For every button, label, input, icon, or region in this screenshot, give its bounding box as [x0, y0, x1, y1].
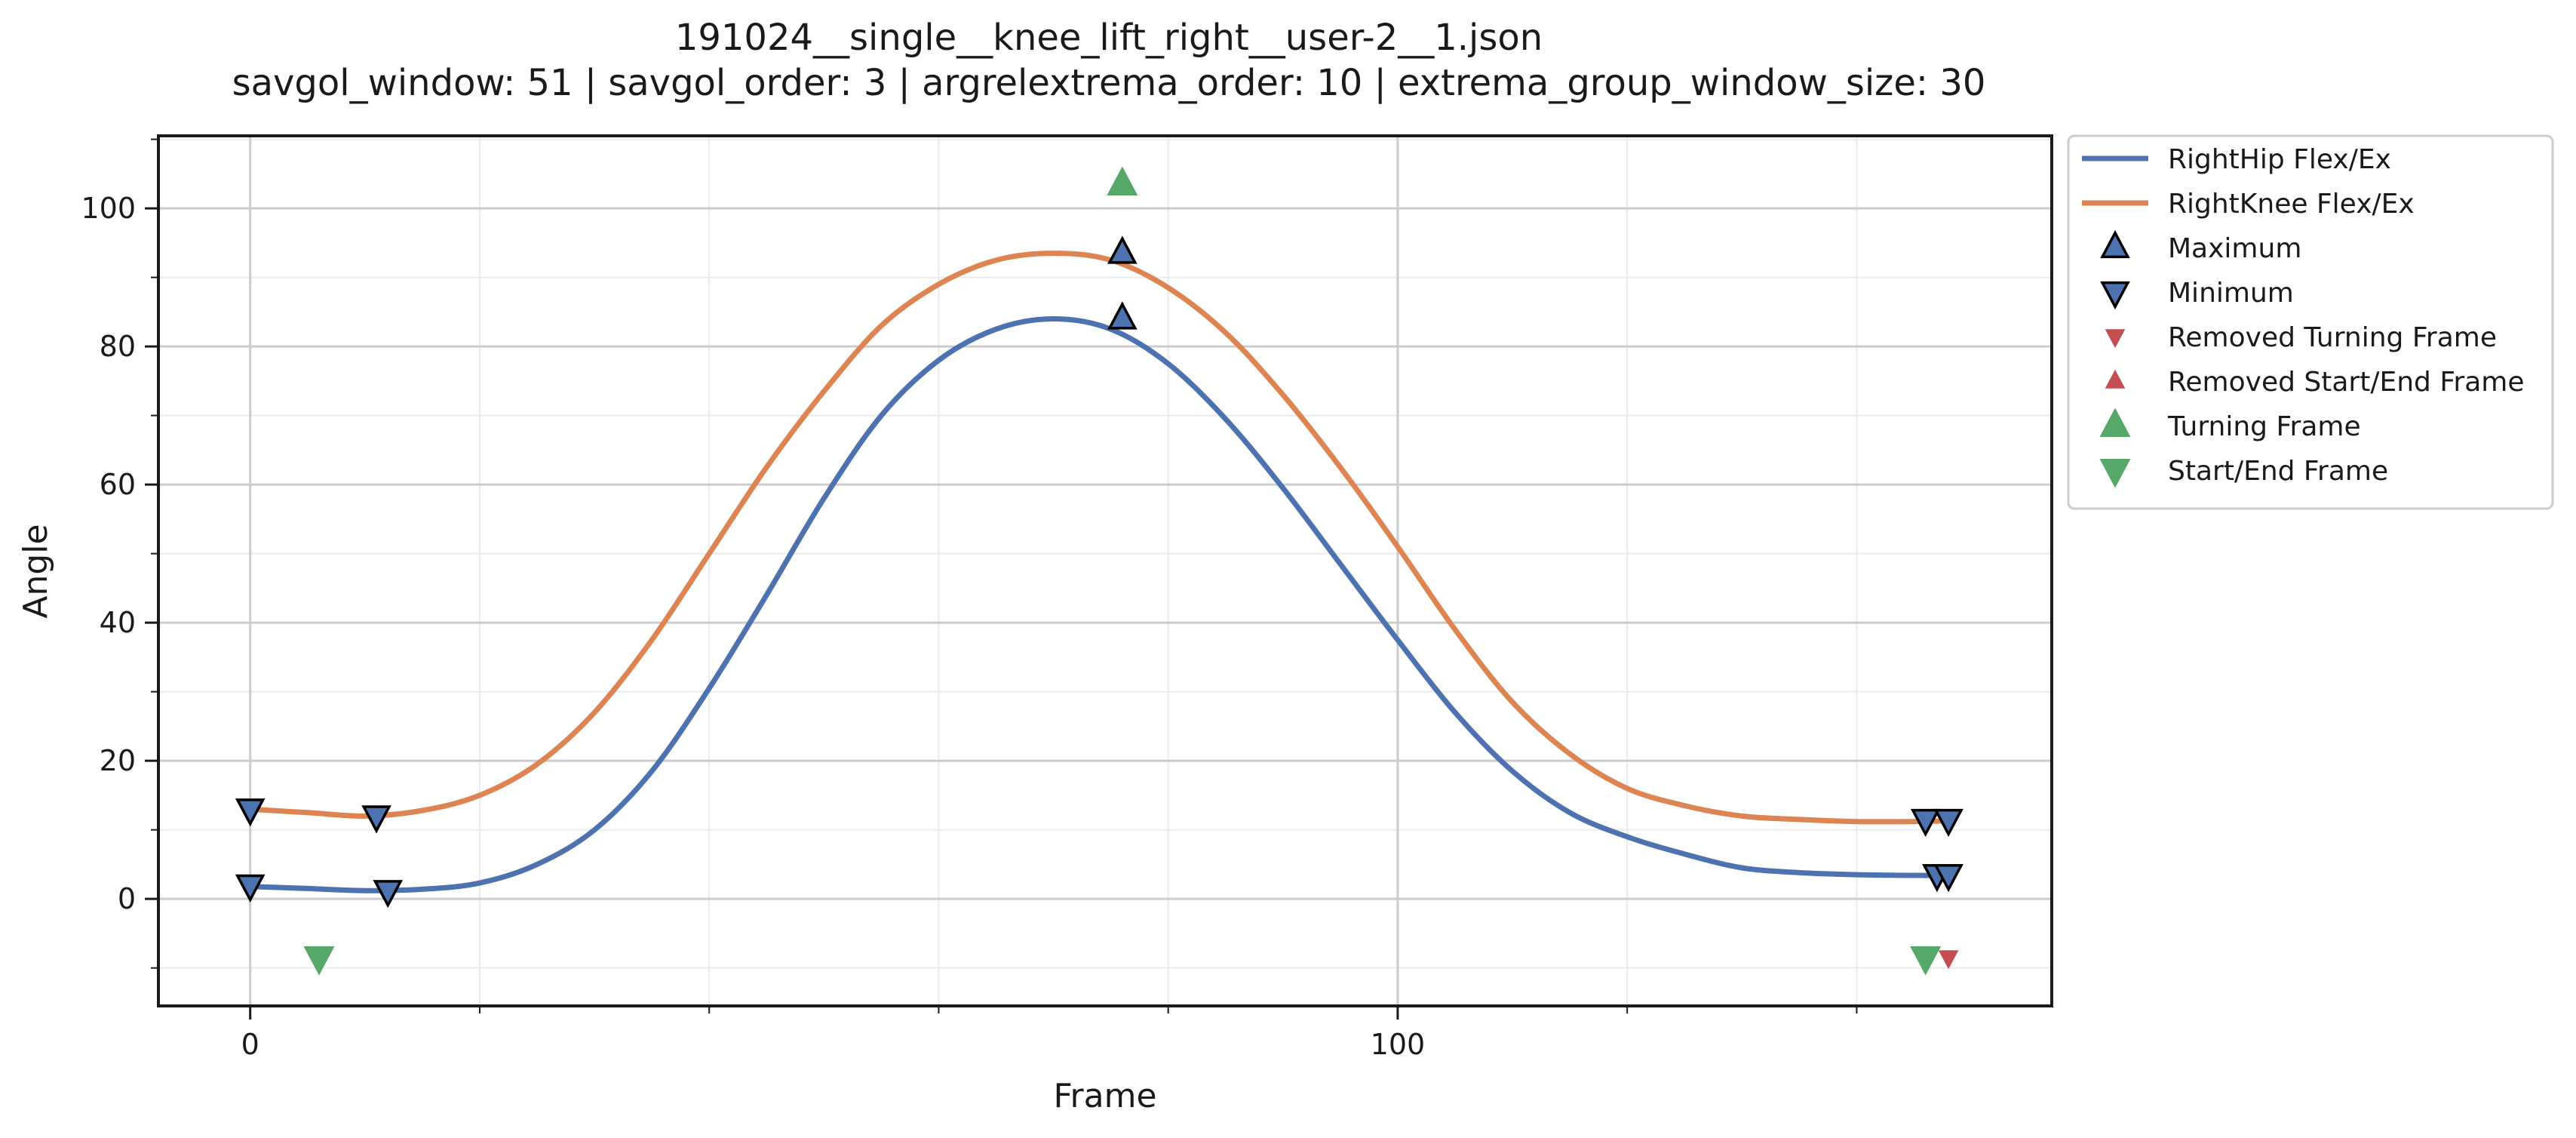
legend-label-start-end-frame: Start/End Frame	[2168, 456, 2388, 487]
y-tick-label: 100	[81, 192, 136, 225]
marker-minimum	[1910, 808, 1941, 838]
legend-label-maximum: Maximum	[2168, 233, 2301, 264]
marker-removed-turning-frame	[1938, 950, 1959, 970]
legend-label-removed-start-end-frame: Removed Start/End Frame	[2168, 367, 2524, 398]
marker-minimum	[1933, 864, 1963, 893]
y-tick-label: 0	[118, 882, 136, 915]
legend: RightHip Flex/Ex RightKnee Flex/Ex Maximum…	[2067, 134, 2554, 510]
x-tick-label: 0	[241, 1028, 259, 1061]
marker-maximum	[1107, 301, 1138, 330]
marker-minimum	[1933, 808, 1963, 838]
y-tick-label: 60	[100, 468, 136, 501]
marker-start-end-frame	[303, 946, 335, 976]
legend-swatch-turning-frame	[2099, 408, 2131, 437]
y-axis-label: Angle	[17, 524, 55, 618]
x-axis-label: Frame	[1053, 1077, 1156, 1115]
y-tick-label: 40	[100, 606, 136, 639]
x-tick-label: 100	[1371, 1028, 1426, 1061]
legend-swatch-start-end-frame	[2099, 459, 2131, 488]
legend-box	[2067, 134, 2554, 510]
marker-turning-frame	[1107, 166, 1138, 196]
y-tick-label: 20	[100, 744, 136, 777]
legend-label-turning-frame: Turning Frame	[2167, 411, 2361, 442]
grid-lines	[158, 136, 2052, 1006]
marker-layer	[235, 166, 1963, 976]
legend-label-removed-turning-frame: Removed Turning Frame	[2168, 322, 2497, 353]
chart-subtitle: savgol_window: 51 | savgol_order: 3 | ar…	[232, 62, 1986, 104]
legend-label-minimum: Minimum	[2168, 278, 2294, 309]
legend-swatch-maximum	[2100, 229, 2130, 259]
marker-maximum	[1107, 235, 1138, 264]
marker-minimum	[373, 880, 404, 909]
legend-swatch-minimum	[2100, 281, 2130, 310]
marker-minimum	[361, 805, 391, 834]
legend-swatch-removed-turning-frame	[2105, 329, 2126, 349]
legend-label-righthip-flex-ex: RightHip Flex/Ex	[2168, 144, 2391, 175]
legend-swatch-removed-start-end-frame	[2105, 369, 2126, 389]
plot-area-frame	[157, 134, 2053, 1007]
chart-title: 191024__single__knee_lift_right__user-2_…	[675, 17, 1543, 59]
series-line-right-hip	[247, 316, 1951, 893]
series-layer	[247, 251, 1951, 893]
marker-start-end-frame	[1910, 946, 1942, 976]
series-line-right-knee	[247, 251, 1951, 825]
legend-label-rightknee-flex-ex: RightKnee Flex/Ex	[2168, 189, 2415, 220]
y-tick-label: 80	[100, 330, 136, 363]
axis-ticks: 0 20 40 60 80 100 0 100	[81, 138, 1858, 1061]
marker-minimum	[235, 874, 266, 903]
marker-minimum	[235, 798, 266, 827]
